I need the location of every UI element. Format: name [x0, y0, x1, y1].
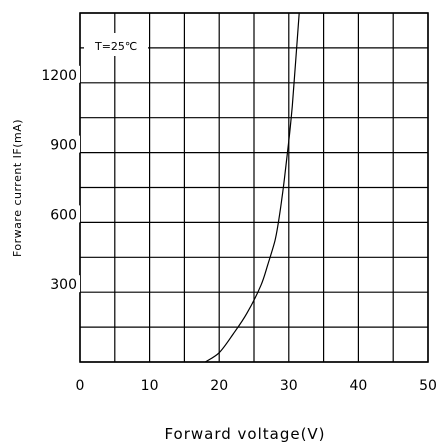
temperature-annotation: T=25℃: [94, 40, 137, 53]
x-tick-label: 40: [349, 378, 367, 394]
grid: [79, 12, 429, 363]
x-tick-label: 0: [76, 378, 85, 394]
x-tick-label: 20: [210, 378, 228, 394]
y-tick-label: 600: [50, 207, 77, 223]
x-tick-label: 30: [280, 378, 298, 394]
y-tick-label-background: [36, 65, 80, 83]
y-tick-label-background: [36, 205, 80, 223]
plot-frame: [79, 12, 429, 363]
y-tick-label: 300: [50, 277, 77, 293]
forward-current-curve: [204, 12, 300, 363]
x-tick-labels: 0 10 20 30 40 50: [76, 378, 437, 394]
y-tick-labels: 300 600 900 1200: [36, 65, 80, 293]
curve-layer: [204, 12, 300, 363]
x-axis-title: Forward voltage(V): [164, 425, 325, 443]
y-tick-label-background: [36, 135, 80, 153]
y-tick-label: 1200: [41, 68, 77, 84]
y-tick-label: 900: [50, 138, 77, 154]
x-tick-label: 10: [141, 378, 159, 394]
y-axis-title: Forware current IF(mA): [11, 119, 24, 257]
annotation-box: [84, 33, 148, 56]
y-tick-label-background: [36, 275, 80, 293]
x-tick-label: 50: [419, 378, 437, 394]
